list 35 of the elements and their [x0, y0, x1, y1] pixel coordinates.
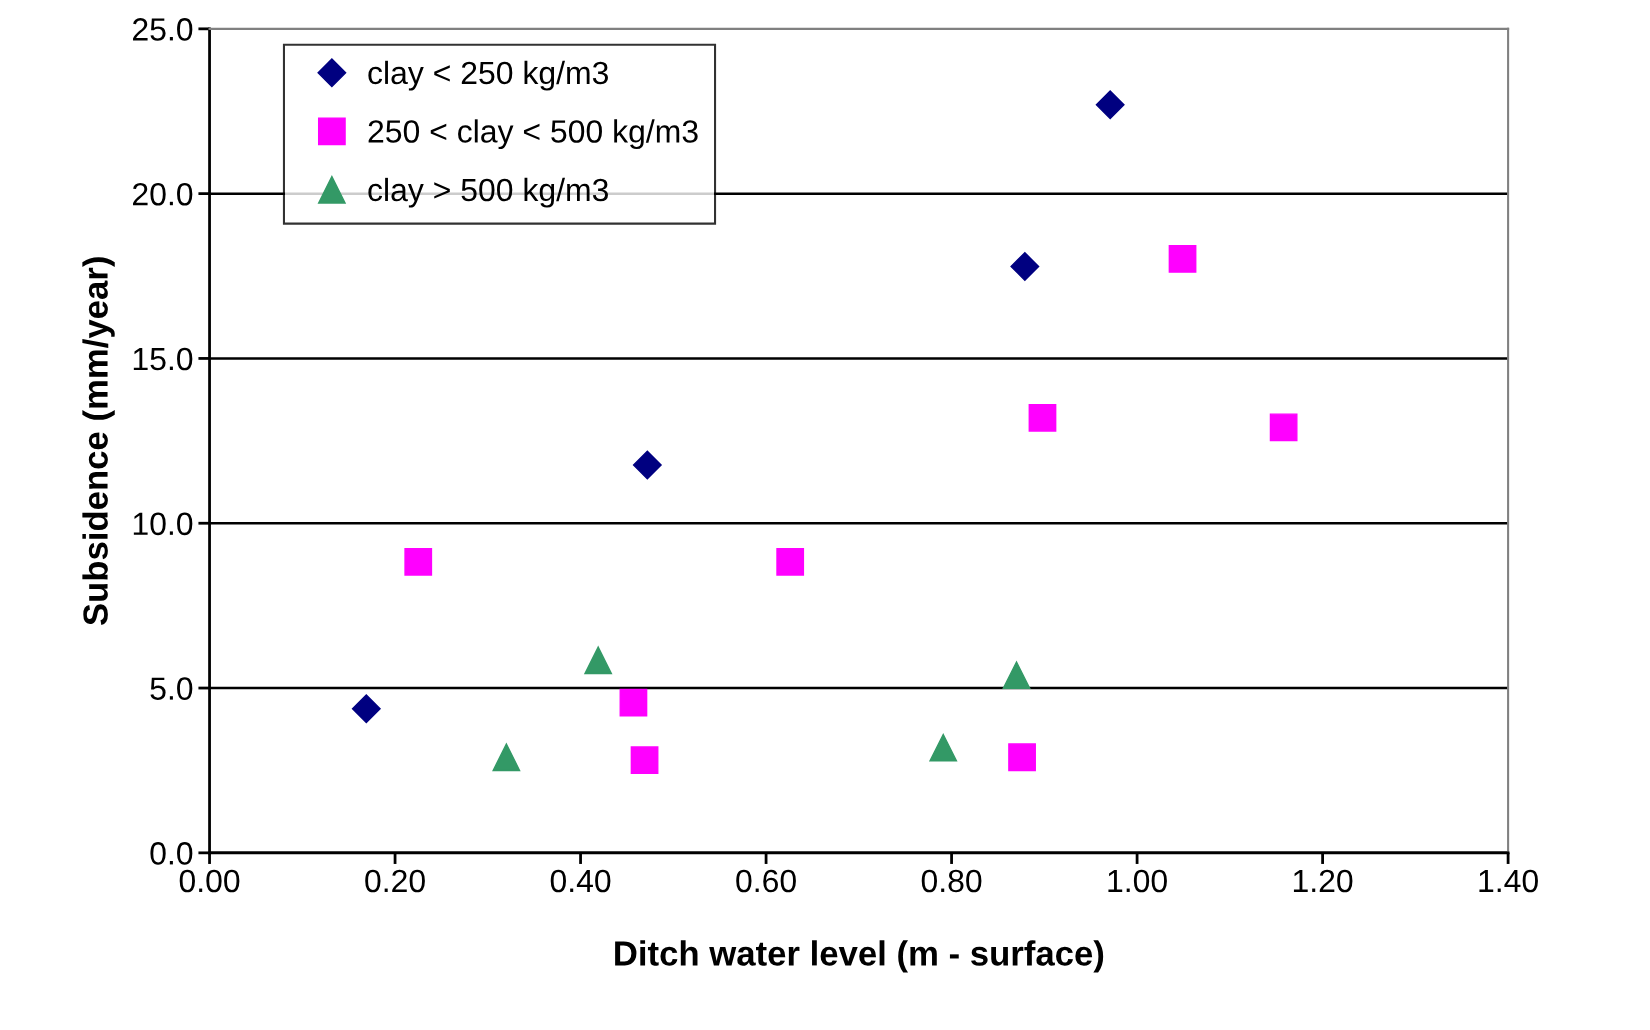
point	[1269, 413, 1298, 442]
x-axis-title: Ditch water level (m - surface)	[615, 940, 1104, 973]
y-tick-label: 25.0	[133, 18, 193, 41]
y-tick-label: 0.0	[150, 842, 193, 865]
legend-label: 250 < clay < 500 kg/m3	[368, 119, 698, 150]
point	[584, 646, 613, 675]
x-tick-label: 0.80	[921, 869, 982, 893]
point	[404, 547, 433, 576]
point	[1168, 245, 1197, 273]
point	[630, 746, 659, 775]
point	[1002, 661, 1031, 690]
point	[1010, 252, 1040, 281]
point	[1008, 743, 1036, 772]
point	[351, 694, 381, 724]
point	[492, 743, 521, 772]
x-tick-label: 0.00	[179, 869, 240, 893]
point	[632, 450, 662, 480]
point	[619, 688, 648, 717]
point	[776, 547, 805, 576]
x-tick-label: 1.00	[1108, 869, 1167, 893]
x-tick-label: 0.20	[365, 869, 425, 893]
point	[929, 733, 958, 762]
y-tick-label: 15.0	[133, 347, 193, 371]
y-tick-label: 5.0	[150, 677, 193, 700]
x-tick-label: 0.40	[550, 869, 611, 893]
legend-label: clay < 250 kg/m3	[368, 60, 608, 91]
y-tick-label: 20.0	[133, 182, 193, 206]
y-tick-label: 10.0	[133, 512, 193, 536]
point	[1095, 90, 1125, 120]
x-tick-label: 1.20	[1293, 869, 1353, 893]
legend-label: clay > 500 kg/m3	[368, 177, 608, 208]
x-tick-label: 1.40	[1479, 869, 1538, 893]
point	[1028, 403, 1057, 432]
y-axis-title: Subsidence (mm/year)	[82, 257, 115, 626]
x-tick-label: 0.60	[736, 869, 796, 893]
